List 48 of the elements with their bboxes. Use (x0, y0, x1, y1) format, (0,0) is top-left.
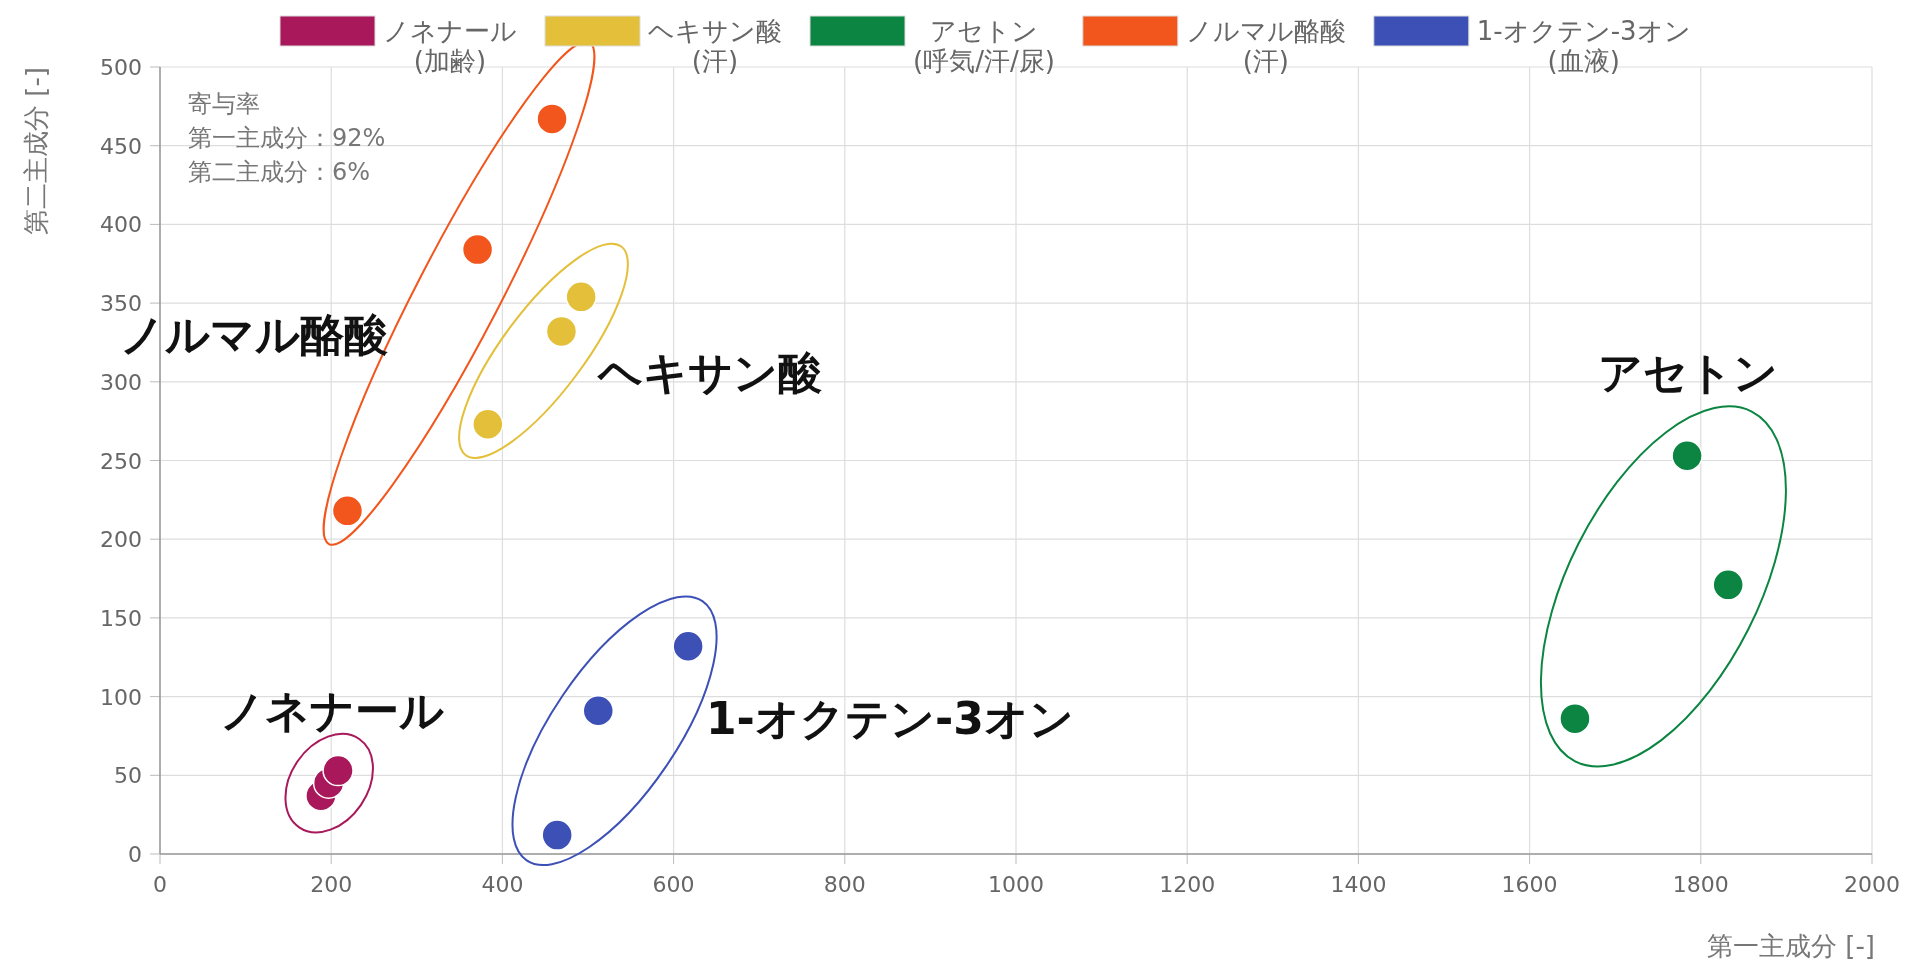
legend-label: ヘキサン酸 (汗) (648, 16, 782, 76)
y-tick-label: 450 (100, 133, 142, 159)
y-tick-label: 0 (128, 842, 142, 867)
x-tick-label: 1800 (1672, 872, 1729, 897)
annotation: 第一主成分：92% (188, 124, 386, 152)
x-tick-label: 1600 (1501, 872, 1558, 897)
y-tick-label: 350 (100, 291, 142, 317)
x-tick-label: 200 (310, 872, 353, 897)
x-tick-label: 1400 (1330, 872, 1387, 897)
x-tick-label: 2000 (1844, 872, 1900, 897)
x-tick-label: 800 (823, 872, 866, 897)
x-tick-label: 600 (652, 872, 695, 897)
point (541, 819, 573, 851)
x-tick-label: 400 (481, 872, 524, 897)
y-tick-label: 150 (100, 605, 142, 631)
y-tick-label: 400 (100, 212, 142, 238)
point (461, 233, 494, 266)
annotation: 1-オクテン-3オン (706, 693, 1074, 744)
legend-label: ノルマル酪酸 (汗) (1185, 16, 1346, 76)
y-axis-title: 第二主成分 [-] (21, 67, 51, 235)
legend-label: ノネナール (加齢) (383, 16, 517, 76)
y-tick-label: 50 (114, 763, 142, 789)
x-tick-label: 0 (153, 872, 167, 897)
x-axis-title: 第一主成分 [-] (1707, 931, 1875, 961)
y-tick-label: 300 (100, 369, 142, 395)
point (582, 695, 615, 727)
point (545, 315, 578, 348)
legend-label: アセトン (呼気/汗/尿) (913, 16, 1055, 76)
point (1712, 569, 1744, 601)
y-tick-label: 500 (100, 55, 142, 80)
point (472, 408, 504, 441)
x-tick-label: 1200 (1159, 872, 1216, 897)
point (1671, 440, 1703, 472)
y-tick-label: 200 (100, 527, 142, 553)
annotation: ノネナール (220, 685, 444, 736)
point (672, 630, 704, 662)
point (1559, 702, 1591, 735)
annotation: ヘキサン酸 (597, 347, 822, 398)
y-tick-label: 250 (100, 448, 142, 474)
annotation: 第二主成分：6% (188, 158, 371, 186)
point (536, 103, 568, 135)
annotation: アセトン (1598, 347, 1778, 398)
point (331, 495, 364, 527)
legend-label: 1-オクテン-3オン (血液) (1476, 16, 1691, 76)
annotation: 寄与率 (188, 90, 260, 118)
x-tick-label: 1000 (988, 872, 1044, 897)
y-tick-label: 100 (100, 684, 142, 710)
point (565, 281, 597, 313)
